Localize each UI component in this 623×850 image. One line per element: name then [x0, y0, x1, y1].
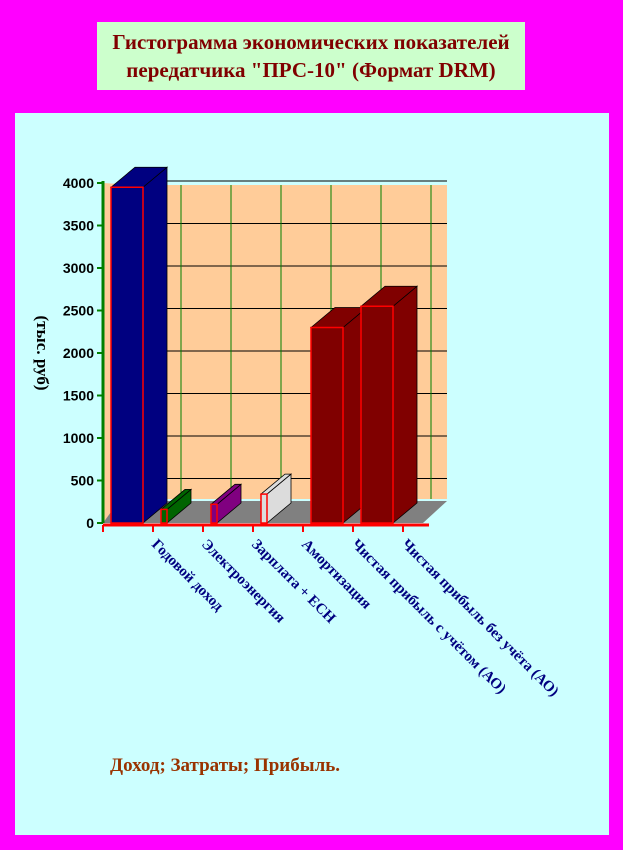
axes: [97, 181, 429, 532]
y-tick-label: 3000: [63, 260, 94, 276]
chart-title-box: Гистограмма экономических показателей пе…: [97, 22, 525, 90]
y-tick-label: 0: [86, 515, 94, 531]
bar-front: [210, 503, 218, 524]
bar-side: [142, 166, 168, 524]
x-tick-label: Электроэнергия: [198, 537, 288, 627]
bar: [259, 473, 293, 524]
bar-front: [160, 508, 168, 524]
bar: [109, 166, 169, 524]
bar: [359, 285, 419, 524]
bar: [159, 488, 193, 524]
y-tick-label: 4000: [63, 175, 94, 191]
y-tick-label: 3500: [63, 218, 94, 234]
y-tick-label: 2000: [63, 345, 94, 361]
bar: [209, 483, 243, 524]
bar-chart: 0 500 1000 1500 2000 2500 3000 3500 4000 Годовой…: [33, 166, 562, 700]
y-tick-label: 2500: [63, 303, 94, 319]
y-tick-label: 1500: [63, 388, 94, 404]
bar-side: [392, 285, 418, 524]
bar-front: [310, 326, 344, 524]
bar-front: [110, 186, 144, 524]
bar-front: [260, 493, 268, 524]
y-tick-labels: 0 500 1000 1500 2000 2500 3000 3500 4000: [63, 175, 94, 531]
y-axis-label: (тыс. руб): [33, 316, 52, 391]
chart-title-line-1: Гистограмма экономических показателей: [112, 30, 510, 54]
legend-caption: Доход; Затраты; Прибыль.: [110, 755, 341, 776]
bars: [109, 166, 419, 524]
chart-panel: 0 500 1000 1500 2000 2500 3000 3500 4000 Годовой…: [15, 113, 609, 835]
bar: [309, 306, 369, 524]
y-tick-label: 500: [71, 473, 95, 489]
x-tick-label: Зарплата + ЕСН: [248, 537, 338, 627]
chart-title-line-2: передатчика "ПРС-10" (Формат DRM): [126, 58, 496, 82]
y-tick-label: 1000: [63, 430, 94, 446]
bar-front: [360, 305, 394, 524]
